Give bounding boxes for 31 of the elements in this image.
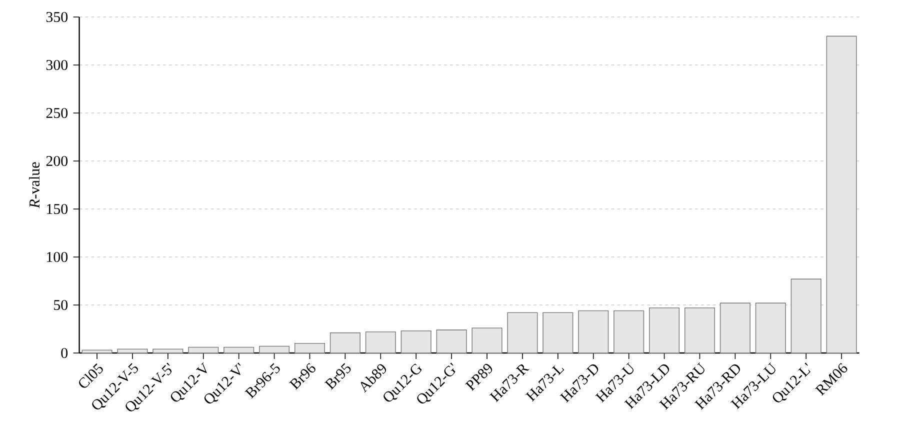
bar xyxy=(578,310,609,354)
bar xyxy=(507,312,538,354)
y-tick-label: 0 xyxy=(61,348,68,358)
y-tick-label: 100 xyxy=(47,252,68,262)
bar xyxy=(648,307,680,354)
bar xyxy=(188,346,219,354)
bar xyxy=(258,346,290,354)
bar xyxy=(826,36,857,354)
bar xyxy=(365,331,396,354)
bar xyxy=(472,328,502,354)
y-axis-title: R-value xyxy=(29,162,40,208)
bar xyxy=(684,307,716,354)
bar xyxy=(82,350,112,354)
bar xyxy=(330,332,360,354)
bar xyxy=(614,310,644,354)
bar xyxy=(152,348,184,354)
y-tick-label: 300 xyxy=(46,60,68,70)
y-tick-label: 200 xyxy=(46,156,68,166)
bar xyxy=(400,330,432,354)
bar xyxy=(436,330,467,354)
bar xyxy=(542,312,574,354)
y-tick-label: 250 xyxy=(46,108,68,118)
y-tick-label: 350 xyxy=(46,12,68,22)
bar xyxy=(117,348,148,354)
bar xyxy=(790,278,822,354)
bar xyxy=(294,342,326,354)
bar xyxy=(720,302,750,354)
y-tick-label: 50 xyxy=(54,300,68,310)
bar xyxy=(755,302,786,354)
bar xyxy=(224,346,254,354)
y-tick-label: 150 xyxy=(47,204,68,214)
